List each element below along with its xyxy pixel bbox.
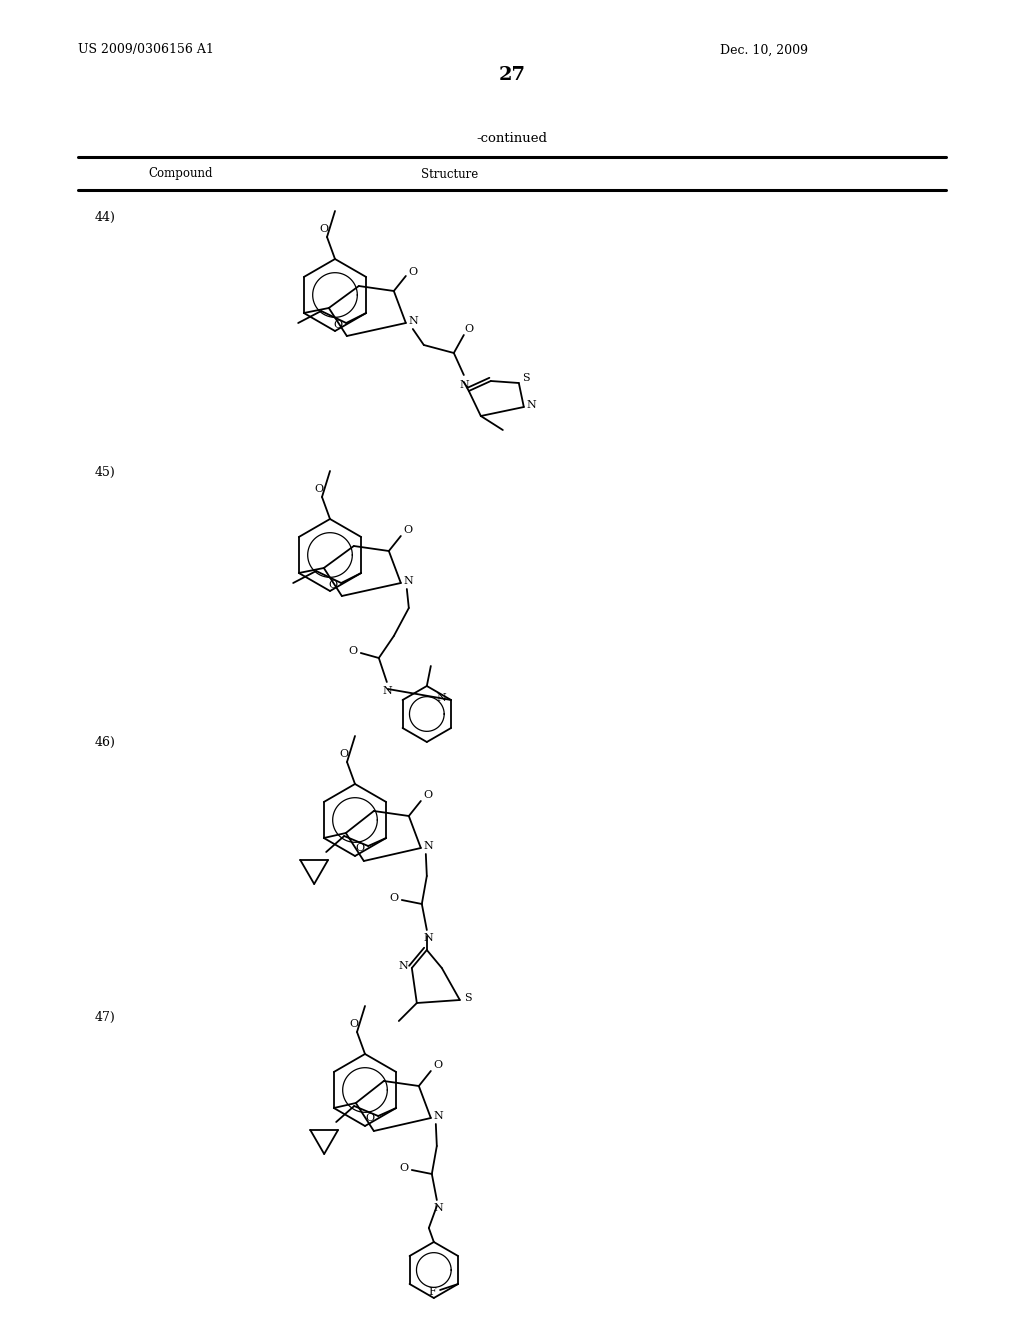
- Text: N: N: [434, 1203, 443, 1213]
- Text: 44): 44): [95, 210, 116, 223]
- Text: O: O: [329, 579, 338, 590]
- Text: N: N: [424, 841, 434, 851]
- Text: -continued: -continued: [476, 132, 548, 144]
- Text: Compound: Compound: [148, 168, 213, 181]
- Text: 45): 45): [95, 466, 116, 479]
- Text: 27: 27: [499, 66, 525, 84]
- Text: O: O: [403, 525, 413, 535]
- Text: O: O: [348, 645, 357, 656]
- Text: O: O: [319, 224, 329, 234]
- Text: F: F: [428, 1287, 436, 1298]
- Text: Dec. 10, 2009: Dec. 10, 2009: [720, 44, 808, 57]
- Text: O: O: [339, 748, 348, 759]
- Text: S: S: [464, 993, 472, 1003]
- Text: O: O: [334, 319, 343, 330]
- Text: O: O: [314, 484, 324, 494]
- Text: O: O: [399, 1163, 409, 1173]
- Text: N: N: [460, 380, 470, 389]
- Text: O: O: [349, 1019, 358, 1030]
- Text: N: N: [434, 1111, 443, 1121]
- Text: US 2009/0306156 A1: US 2009/0306156 A1: [78, 44, 214, 57]
- Text: 46): 46): [95, 735, 116, 748]
- Text: O: O: [433, 1060, 442, 1071]
- Text: O: O: [409, 267, 418, 277]
- Text: N: N: [424, 933, 434, 942]
- Text: N: N: [409, 315, 419, 326]
- Text: N: N: [383, 686, 392, 696]
- Text: O: O: [464, 323, 473, 334]
- Text: O: O: [366, 1113, 375, 1123]
- Text: N: N: [436, 693, 445, 704]
- Text: S: S: [522, 374, 529, 383]
- Text: O: O: [355, 843, 365, 853]
- Text: N: N: [527, 400, 537, 411]
- Text: O: O: [389, 894, 398, 903]
- Text: N: N: [399, 961, 409, 972]
- Text: N: N: [403, 576, 414, 586]
- Text: 47): 47): [95, 1011, 116, 1023]
- Text: O: O: [423, 789, 432, 800]
- Text: Structure: Structure: [421, 168, 478, 181]
